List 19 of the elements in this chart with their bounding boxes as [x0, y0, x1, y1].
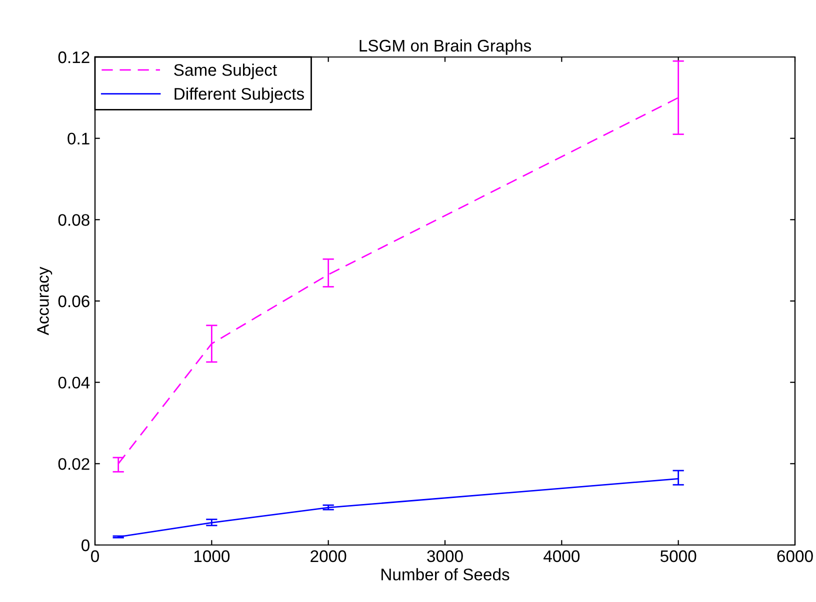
x-axis-title: Number of Seeds: [382, 568, 510, 580]
y-axis-title: Accuracy: [37, 266, 52, 336]
y-tick-label: 0.08: [58, 214, 90, 226]
x-tick-label: 1000: [194, 550, 230, 562]
y-tick-label: 0.02: [58, 458, 90, 470]
y-tick-label: 0.1: [68, 132, 90, 145]
y-tick-label: 0.04: [58, 376, 90, 389]
x-tick-label: 2000: [310, 550, 346, 562]
y-tick-label: 0: [82, 539, 90, 552]
legend-label: Different Subjects: [174, 88, 304, 104]
legend-label: Same Subject: [174, 64, 277, 80]
x-tick-label: 4000: [544, 550, 580, 562]
x-tick-label: 0: [91, 550, 99, 562]
y-tick-label: 0.12: [58, 51, 90, 64]
x-tick-label: 6000: [777, 550, 813, 562]
x-tick-label: 5000: [660, 550, 696, 562]
x-tick-label: 3000: [427, 550, 463, 562]
y-tick-label: 0.06: [58, 295, 90, 308]
chart-title: LSGM on Brain Graphs: [360, 39, 532, 55]
